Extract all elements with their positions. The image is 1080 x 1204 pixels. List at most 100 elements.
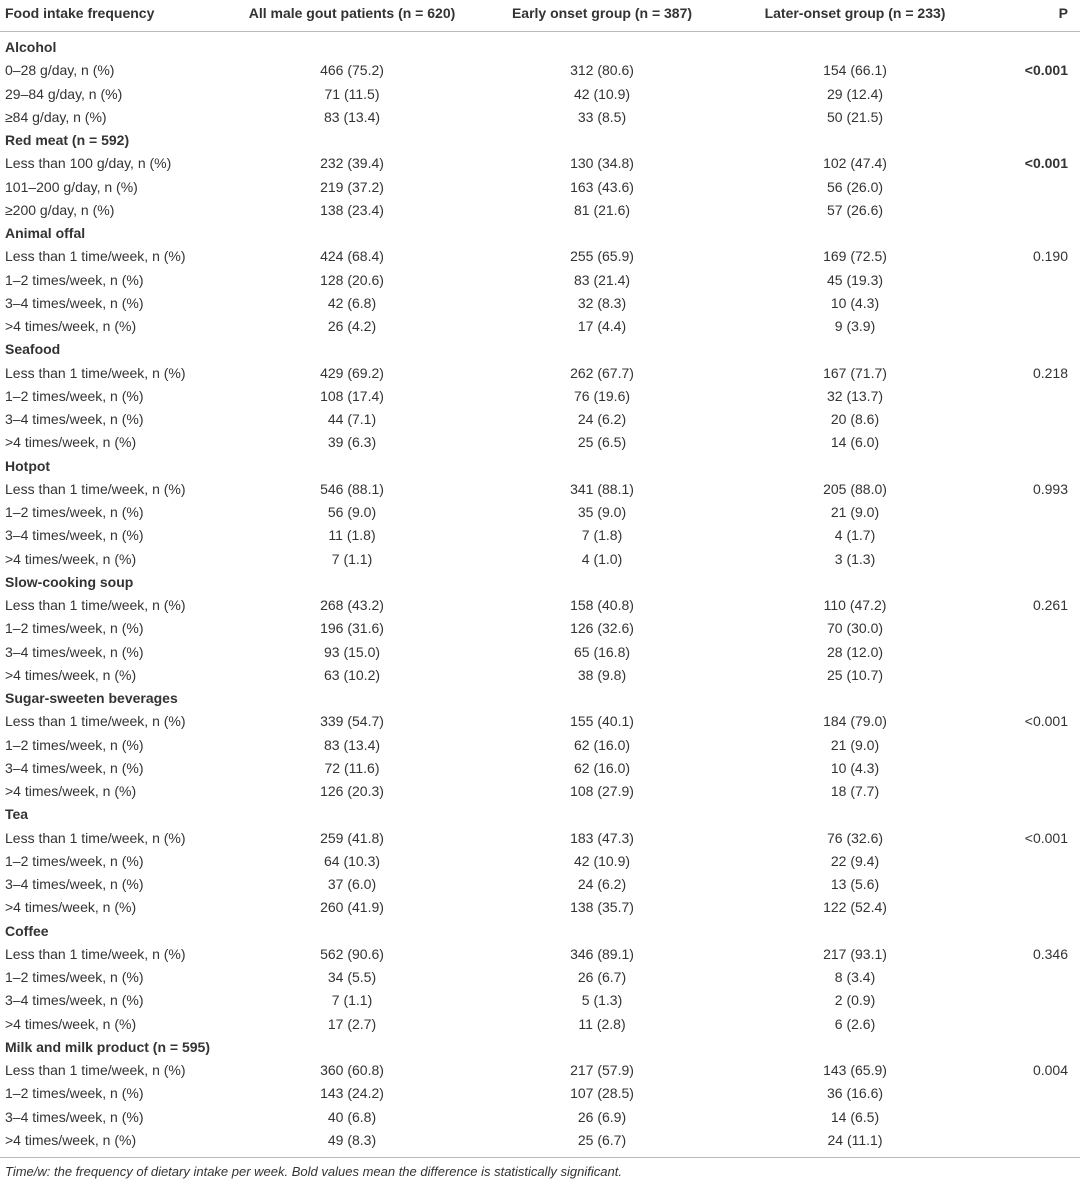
row-label: 1–2 times/week, n (%) — [5, 736, 144, 753]
row-label: Less than 1 time/week, n (%) — [5, 597, 186, 613]
cell: 102 (47.4) — [823, 155, 887, 172]
cell: 255 (65.9) — [570, 248, 634, 265]
cell: 138 (23.4) — [320, 201, 384, 218]
section-title: Coffee — [5, 922, 49, 939]
row-label: Less than 1 time/week, n (%) — [5, 829, 186, 846]
cell: 219 (37.2) — [320, 178, 384, 195]
cell: 126 (32.6) — [570, 620, 634, 637]
cell: 143 (65.9) — [823, 1062, 887, 1078]
cell: 169 (72.5) — [823, 248, 887, 265]
cell: 81 (21.6) — [573, 201, 631, 218]
cell: 32 (8.3) — [577, 294, 627, 311]
cell: 108 (27.9) — [570, 783, 634, 799]
column-header: Early onset group (n = 387) — [511, 5, 693, 21]
cell: 268 (43.2) — [320, 597, 384, 613]
row-label: Less than 1 time/week, n (%) — [5, 364, 186, 381]
row-label: Less than 1 time/week, n (%) — [5, 1062, 186, 1078]
cell: 424 (68.4) — [320, 248, 384, 265]
p-value: 0.993 — [1032, 480, 1068, 497]
cell: 21 (9.0) — [830, 736, 880, 753]
rule — [0, 31, 1080, 32]
section-title: Tea — [5, 806, 29, 823]
row-label: 101–200 g/day, n (%) — [5, 178, 138, 195]
cell: 262 (67.7) — [570, 364, 634, 381]
cell: 39 (6.3) — [327, 434, 377, 451]
row-label: Less than 1 time/week, n (%) — [5, 713, 186, 730]
cell: 562 (90.6) — [320, 945, 384, 962]
row-label: >4 times/week, n (%) — [5, 1131, 137, 1148]
cell: 26 (4.2) — [327, 318, 377, 334]
cell: 25 (6.7) — [577, 1131, 627, 1148]
cell: 38 (9.8) — [577, 666, 627, 683]
section-title: Seafood — [5, 341, 61, 358]
cell: 50 (21.5) — [826, 108, 884, 125]
row-label: 3–4 times/week, n (%) — [5, 992, 144, 1009]
cell: 76 (32.6) — [826, 829, 884, 846]
cell: 83 (13.4) — [323, 108, 381, 125]
cell: 108 (17.4) — [320, 387, 384, 404]
row-label: >4 times/week, n (%) — [5, 783, 137, 799]
cell: 42 (10.9) — [573, 85, 631, 102]
cell: 24 (11.1) — [827, 1131, 883, 1148]
row-label: 0–28 g/day, n (%) — [5, 62, 115, 79]
row-label: 1–2 times/week, n (%) — [5, 387, 144, 404]
cell: 33 (8.5) — [577, 108, 627, 125]
cell: 155 (40.1) — [570, 713, 634, 730]
cell: 8 (3.4) — [834, 969, 876, 985]
column-header: Food intake frequency — [5, 5, 155, 21]
cell: 3 (1.3) — [834, 550, 876, 567]
cell: 205 (88.0) — [823, 480, 887, 497]
p-value: <0.001 — [1024, 62, 1068, 79]
cell: 18 (7.7) — [830, 783, 880, 799]
cell: 163 (43.6) — [570, 178, 634, 195]
cell: 42 (10.9) — [573, 852, 631, 869]
cell: 360 (60.8) — [320, 1062, 384, 1078]
row-label: ≥84 g/day, n (%) — [5, 108, 107, 125]
row-label: >4 times/week, n (%) — [5, 666, 137, 683]
row-label: ≥200 g/day, n (%) — [5, 201, 115, 218]
row-label: >4 times/week, n (%) — [5, 434, 137, 451]
cell: 183 (47.3) — [570, 829, 634, 846]
cell: 2 (0.9) — [834, 992, 876, 1009]
cell: 312 (80.6) — [570, 62, 634, 79]
cell: 70 (30.0) — [826, 620, 884, 637]
cell: 429 (69.2) — [320, 364, 384, 381]
row-label: 29–84 g/day, n (%) — [5, 85, 123, 102]
row-label: 1–2 times/week, n (%) — [5, 969, 144, 985]
row-label: Less than 1 time/week, n (%) — [5, 248, 186, 265]
cell: 341 (88.1) — [570, 480, 634, 497]
section-title: Slow-cooking soup — [5, 573, 134, 590]
row-label: Less than 100 g/day, n (%) — [5, 155, 172, 172]
cell: 128 (20.6) — [320, 271, 384, 288]
cell: 62 (16.0) — [573, 736, 631, 753]
rule — [0, 1157, 1080, 1158]
cell: 25 (6.5) — [577, 434, 627, 451]
row-label: 3–4 times/week, n (%) — [5, 527, 144, 544]
row-label: >4 times/week, n (%) — [5, 1015, 137, 1032]
cell: 71 (11.5) — [324, 85, 380, 102]
cell: 158 (40.8) — [570, 597, 634, 613]
cell: 7 (1.1) — [331, 550, 373, 567]
row-label: 1–2 times/week, n (%) — [5, 504, 144, 520]
cell: 260 (41.9) — [320, 899, 384, 916]
cell: 5 (1.3) — [581, 992, 623, 1009]
cell: 37 (6.0) — [327, 876, 377, 892]
cell: 9 (3.9) — [834, 318, 876, 334]
row-label: 1–2 times/week, n (%) — [5, 852, 144, 869]
cell: 107 (28.5) — [570, 1085, 634, 1102]
cell: 13 (5.6) — [830, 876, 880, 892]
column-header: P — [1058, 5, 1068, 21]
cell: 10 (4.3) — [830, 759, 880, 776]
row-label: 3–4 times/week, n (%) — [5, 411, 144, 427]
cell: 466 (75.2) — [320, 62, 384, 79]
cell: 346 (89.1) — [570, 945, 634, 962]
section-title: Animal offal — [5, 225, 86, 241]
cell: 29 (12.4) — [826, 85, 884, 102]
section-title: Alcohol — [5, 39, 57, 55]
cell: 34 (5.5) — [327, 969, 377, 985]
cell: 17 (4.4) — [577, 318, 627, 334]
cell: 110 (47.2) — [823, 597, 887, 613]
cell: 32 (13.7) — [826, 387, 884, 404]
cell: 11 (1.8) — [328, 527, 376, 544]
